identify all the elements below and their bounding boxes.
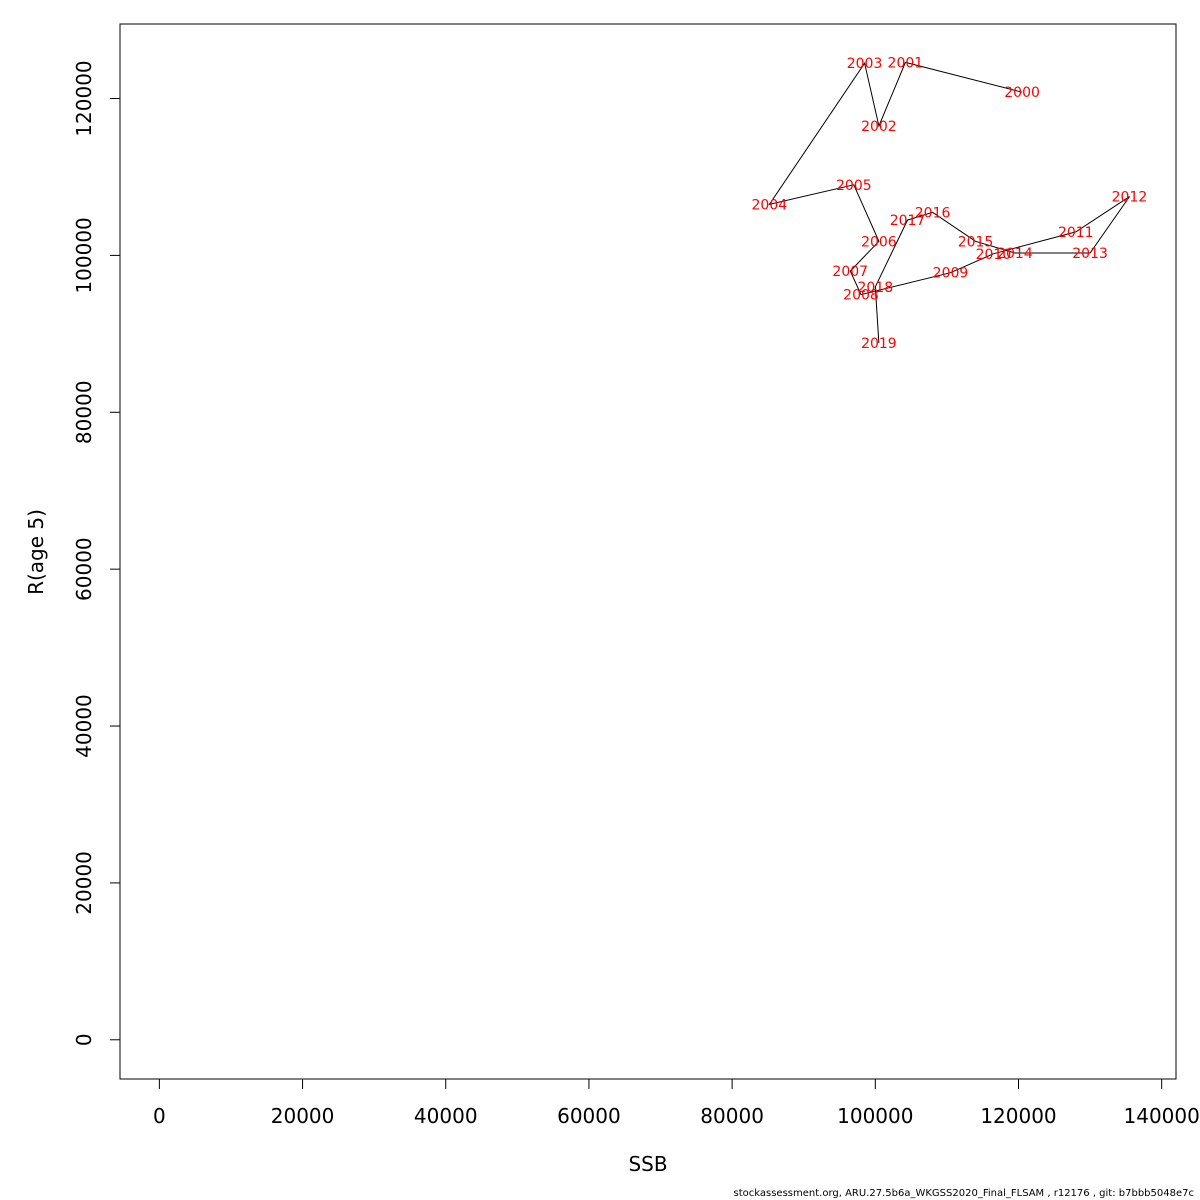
y-tick-label: 80000 xyxy=(72,380,96,444)
y-tick-label: 60000 xyxy=(72,537,96,601)
series-ssb-recruitment xyxy=(768,61,1130,344)
y-tick-label: 120000 xyxy=(72,60,96,136)
year-label-2013: 2013 xyxy=(1072,246,1108,262)
x-axis: 0 20000 40000 60000 80000 100000 120000 140000 xyxy=(153,1078,1200,1128)
year-label-2003: 2003 xyxy=(847,56,883,72)
year-label-2002: 2002 xyxy=(861,119,897,135)
x-tick-label: 140000 xyxy=(1124,1104,1200,1128)
y-axis: 0 20000 40000 60000 80000 100000 120000 xyxy=(72,60,121,1046)
x-tick-label: 20000 xyxy=(271,1104,335,1128)
y-tick-label: 100000 xyxy=(72,217,96,293)
year-label-2018: 2018 xyxy=(857,280,893,296)
y-tick-label: 20000 xyxy=(72,851,96,915)
x-tick-label: 100000 xyxy=(837,1104,913,1128)
year-label-2017: 2017 xyxy=(890,213,926,229)
x-tick-label: 0 xyxy=(153,1104,166,1128)
year-label-2012: 2012 xyxy=(1112,190,1148,206)
year-label-2015: 2015 xyxy=(958,234,994,250)
year-label-2001: 2001 xyxy=(888,55,924,71)
year-label-2005: 2005 xyxy=(836,178,872,194)
x-tick-label: 60000 xyxy=(557,1104,621,1128)
year-label-2014: 2014 xyxy=(997,246,1033,262)
year-label-2011: 2011 xyxy=(1058,225,1094,241)
y-tick-label: 0 xyxy=(72,1033,96,1046)
year-label-2009: 2009 xyxy=(933,266,969,282)
plot-area-border xyxy=(119,23,1177,1080)
x-tick-label: 40000 xyxy=(414,1104,478,1128)
year-label-2007: 2007 xyxy=(832,264,868,280)
year-label-2006: 2006 xyxy=(861,234,897,250)
year-label-2016: 2016 xyxy=(915,205,951,221)
x-axis-title: SSB xyxy=(628,1152,667,1176)
year-label-2008: 2008 xyxy=(843,288,879,304)
x-tick-label: 120000 xyxy=(980,1104,1056,1128)
year-label-2000: 2000 xyxy=(1004,85,1040,101)
x-tick-label: 80000 xyxy=(700,1104,764,1128)
year-labels: 2000 2001 2002 2003 2004 2005 2006 2007 2008 2009… xyxy=(752,55,1148,352)
y-tick-label: 40000 xyxy=(72,694,96,758)
year-label-2019: 2019 xyxy=(861,336,897,352)
year-label-2004: 2004 xyxy=(752,197,788,213)
series-line xyxy=(768,61,1130,344)
year-label-2010: 2010 xyxy=(976,247,1012,263)
y-axis-title: R(age 5) xyxy=(24,509,48,595)
footer-source-text: stockassessment.org, ARU.27.5b6a_WKGSS20… xyxy=(733,1188,1194,1199)
